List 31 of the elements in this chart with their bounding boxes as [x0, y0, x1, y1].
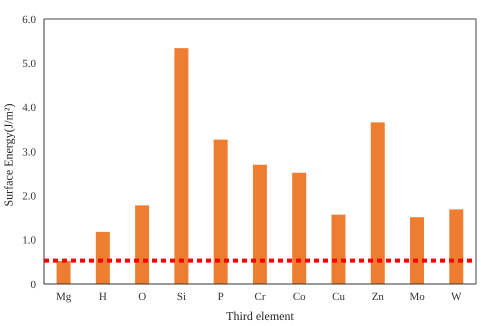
x-tick-label: Cr [254, 290, 266, 303]
x-tick-label: Mo [409, 290, 426, 303]
x-tick-label: H [98, 290, 107, 303]
x-tick-label: Cu [332, 290, 346, 303]
bar [370, 122, 385, 284]
bar [252, 164, 267, 284]
x-tick-label: Si [176, 290, 186, 303]
y-tick-label: 0 [30, 278, 36, 291]
y-tick-label: 4.0 [22, 102, 36, 114]
x-tick-label: W [451, 290, 462, 303]
bar [174, 48, 188, 284]
x-tick-label: Co [292, 290, 306, 303]
bar [56, 261, 71, 284]
bar [449, 209, 464, 284]
y-tick-label: 6.0 [22, 14, 36, 26]
bar [214, 140, 228, 284]
x-tick-label: O [138, 290, 146, 303]
x-tick-label: Zn [372, 290, 384, 303]
x-tick-label: Mg [56, 290, 72, 303]
x-tick-label: P [218, 290, 224, 303]
y-tick-label: 2.0 [22, 190, 36, 203]
bar [410, 217, 424, 284]
y-axis-title: Surface Energy(J/m²) [1, 103, 16, 206]
bar [331, 214, 346, 284]
bar [292, 172, 306, 284]
bar [96, 232, 110, 284]
y-tick-label: 1.0 [22, 234, 36, 247]
x-axis-title: Third element [226, 309, 294, 323]
y-tick-label: 5.0 [22, 58, 36, 70]
bar [135, 205, 150, 284]
y-tick-label: 3.0 [22, 146, 36, 158]
